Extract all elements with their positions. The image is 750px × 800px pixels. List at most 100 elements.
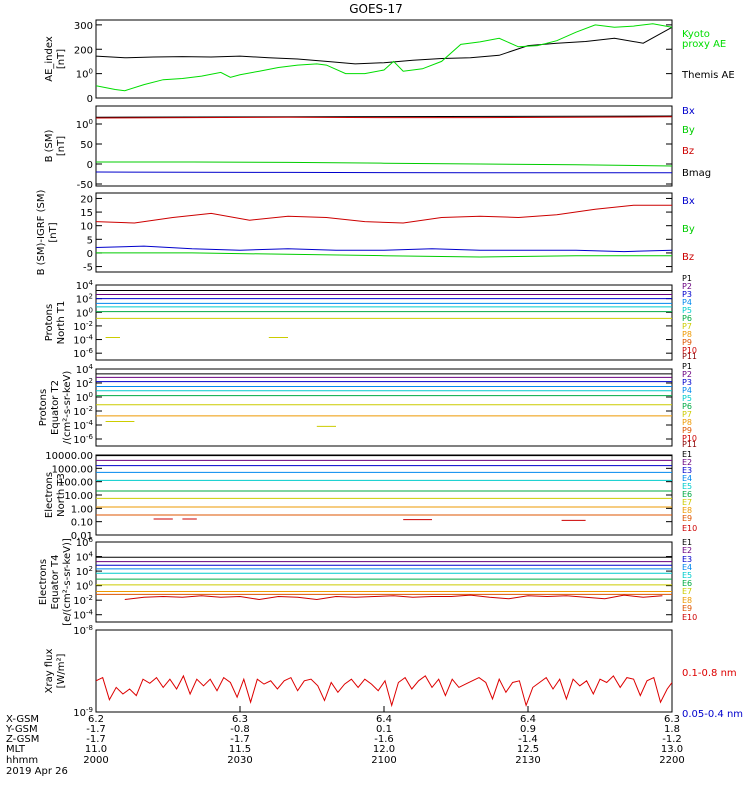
legend-label: Themis AE <box>681 70 735 81</box>
legend-label: P1 <box>682 274 692 283</box>
legend-label: E8 <box>682 596 692 605</box>
x-row-value: 6.3 <box>232 714 248 725</box>
y-tick-label: 100 <box>76 391 93 404</box>
legend-label: 0.05-0.4 nm <box>682 709 743 720</box>
y-tick-label: 104 <box>76 279 94 292</box>
legend-label: E2 <box>682 546 692 555</box>
x-row-value: 2030 <box>227 755 252 766</box>
legend-label: Bx <box>682 196 695 207</box>
x-row-value: 12.0 <box>373 744 395 755</box>
y-axis-label: B (SM)-IGRF (SM) <box>36 190 47 276</box>
y-axis-label: North T3 <box>56 473 67 517</box>
data-lines <box>96 23 672 92</box>
y-tick-label: 0.10 <box>71 518 93 529</box>
y-axis-label: Electrons <box>38 559 49 605</box>
y-axis-label: [e/(cm²-s-sr-keV)] <box>62 538 73 626</box>
legend-label: E10 <box>682 524 697 533</box>
legend-label: P5 <box>682 306 692 315</box>
y-tick-label: 10-6 <box>73 347 93 360</box>
series-line <box>96 245 672 253</box>
legend-label: P4 <box>682 298 692 307</box>
series-line <box>96 204 672 224</box>
legend-label: P8 <box>682 418 692 427</box>
y-tick-label: 10-2 <box>73 405 93 418</box>
legend-label: E7 <box>682 498 692 507</box>
x-row-label: Z-GSM <box>6 734 39 745</box>
y-tick-label: 100 <box>76 306 93 319</box>
legend-label: E4 <box>682 474 692 483</box>
panel-en: 0.01 0.10 1.00 10.00 100.00 1000.00 10000.00 El… <box>44 450 697 542</box>
y-tick-label: -50 <box>77 180 93 191</box>
y-tick-label: 10-2 <box>73 320 93 333</box>
y-tick-label: 100 <box>76 68 93 81</box>
x-row-value: -1.4 <box>518 734 538 745</box>
data-lines <box>96 204 672 258</box>
legend-label: Bmag <box>682 168 711 179</box>
panel-frame <box>95 105 673 187</box>
legend-label: Bx <box>682 106 695 117</box>
y-tick-label: 10-4 <box>73 419 93 432</box>
y-tick-label: 300 <box>74 21 93 32</box>
y-tick-label: 104 <box>76 363 94 376</box>
panel-bigrf: -5 0 5 10 15 20 B (SM)-IGRF (SM) [nT] Bx By Bz <box>36 190 695 276</box>
y-tick-label: 100 <box>76 118 93 131</box>
y-axis-label: [nT] <box>48 222 59 242</box>
legend-label: E8 <box>682 506 692 515</box>
x-row-value: -1.2 <box>662 734 682 745</box>
legend-label: P9 <box>682 338 692 347</box>
y-tick-label: 10-4 <box>73 334 93 347</box>
legend-label: P10 <box>682 434 697 443</box>
x-row-value: 2100 <box>371 755 396 766</box>
legend-label: E10 <box>682 613 697 622</box>
y-axis-label: Protons <box>38 389 49 426</box>
y-tick-label: 10000.00 <box>45 451 93 462</box>
x-row-label: Y-GSM <box>5 724 38 735</box>
y-tick-label: 102 <box>76 377 93 390</box>
y-tick-label: 10-6 <box>73 433 93 446</box>
y-tick-label: 0 <box>87 94 93 105</box>
panel-frame <box>95 192 673 273</box>
y-axis-label: Equator T4 <box>50 555 61 610</box>
legend-label: E5 <box>682 571 692 580</box>
y-tick-label: 0 <box>87 160 93 171</box>
x-row-value: 2000 <box>83 755 108 766</box>
series-line <box>96 116 672 119</box>
y-axis-label: Electrons <box>44 472 55 518</box>
legend-label: P10 <box>682 346 697 355</box>
x-row-value: -0.8 <box>230 724 250 735</box>
y-tick-label: 20 <box>80 194 93 205</box>
legend-label: E2 <box>682 458 692 467</box>
legend-label: P3 <box>682 290 692 299</box>
y-axis-label: Xray flux <box>44 649 55 694</box>
x-row-value: -1.6 <box>374 734 394 745</box>
series-line <box>96 674 672 708</box>
x-row-value: 6.3 <box>664 714 680 725</box>
panel-frame <box>95 629 673 713</box>
series-line <box>96 171 672 174</box>
y-tick-label: 10.00 <box>64 491 93 502</box>
legend-label: E1 <box>682 450 692 459</box>
series-line <box>96 252 672 258</box>
y-tick-label: 50 <box>80 140 93 151</box>
x-date: 2019 Apr 26 <box>6 766 68 777</box>
series-line <box>96 23 672 92</box>
x-row-value: 1.8 <box>664 724 680 735</box>
data-lines <box>96 115 672 174</box>
panel-frame <box>95 541 673 623</box>
legend-label: P2 <box>682 282 692 291</box>
x-row-value: -1.7 <box>86 724 106 735</box>
series-line <box>96 161 672 167</box>
x-row-value: 6.4 <box>376 714 392 725</box>
legend-label: By <box>682 125 695 136</box>
y-tick-label: 1000.00 <box>52 464 93 475</box>
legend-label: P3 <box>682 378 692 387</box>
y-tick-label: 10-8 <box>73 624 93 637</box>
y-tick-label: 200 <box>74 45 93 56</box>
y-axis-label: Protons <box>44 304 55 341</box>
y-tick-label: 10-9 <box>73 706 93 719</box>
y-tick-label: -5 <box>83 263 93 274</box>
legend-label: proxy AE <box>682 39 726 50</box>
x-row-value: 0.9 <box>520 724 536 735</box>
